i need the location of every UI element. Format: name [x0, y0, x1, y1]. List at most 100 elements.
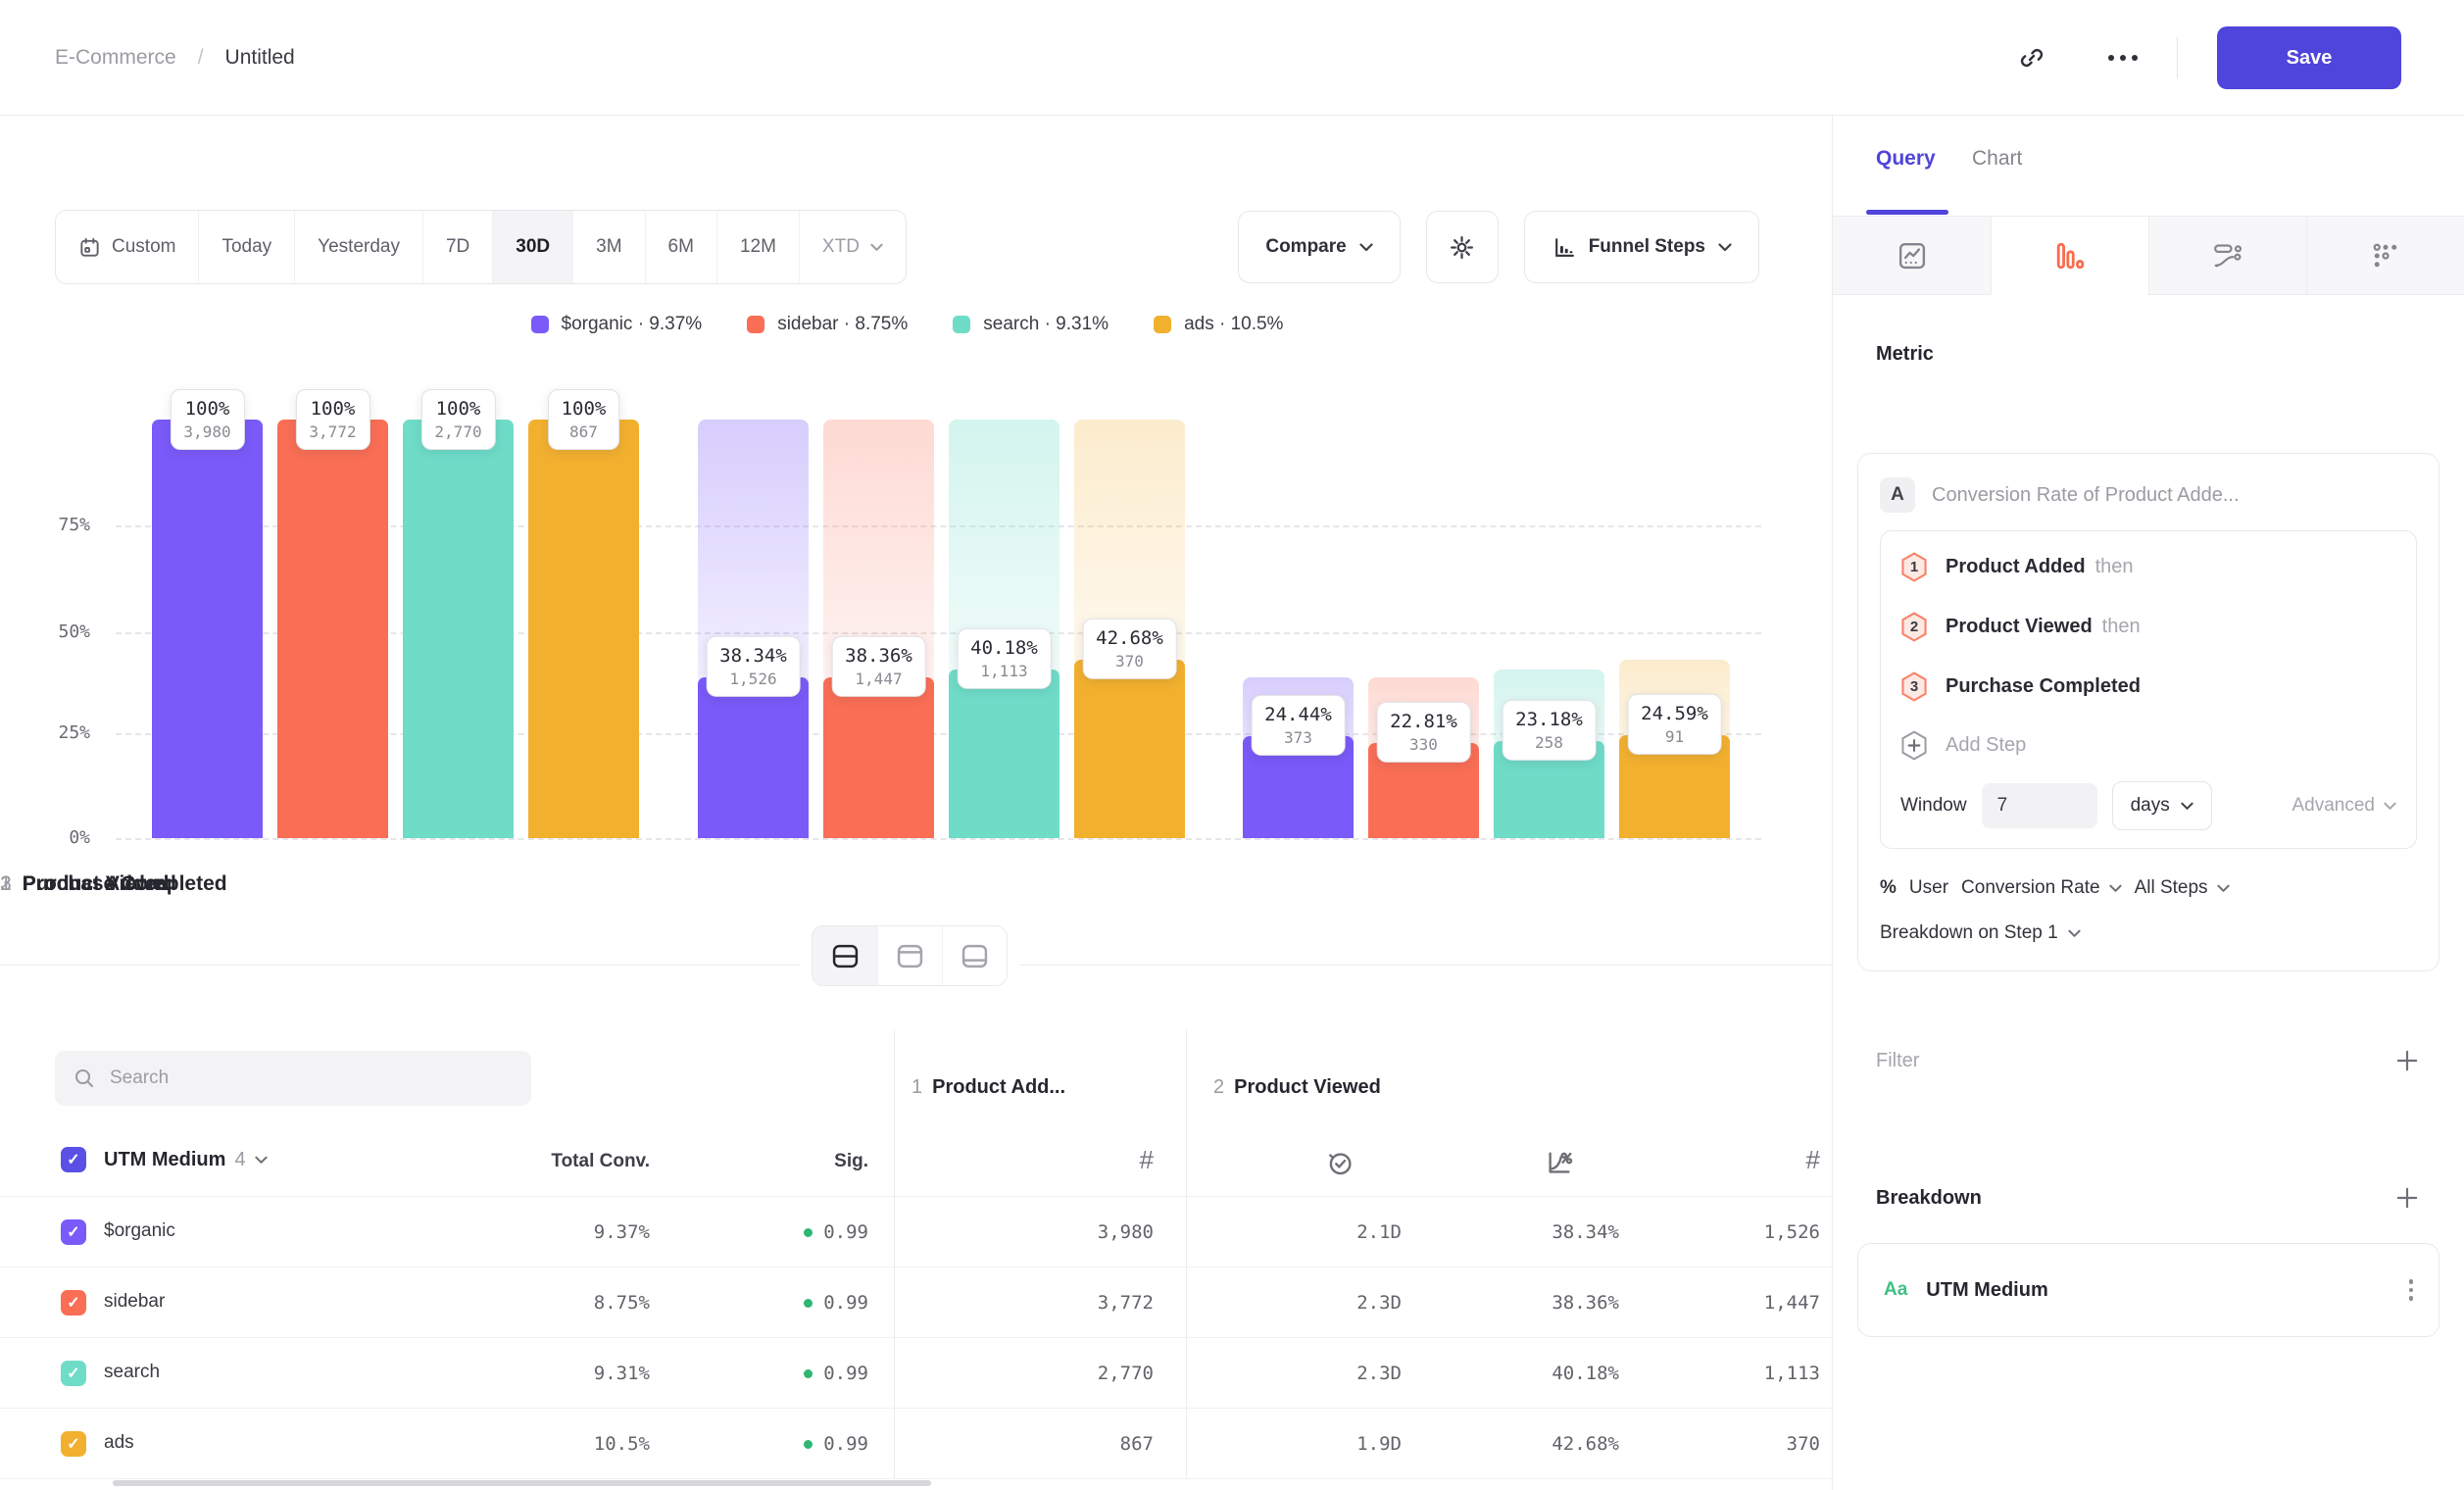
kebab-menu-icon[interactable]	[2409, 1279, 2414, 1301]
step-number: 3	[1900, 671, 1928, 702]
chevron-down-icon	[2217, 884, 2230, 893]
count-column-icon[interactable]: #	[1140, 1145, 1154, 1175]
date-range-today[interactable]: Today	[198, 211, 294, 283]
total-conv-column-header[interactable]: Total Conv.	[551, 1151, 650, 1172]
bar-segment[interactable]	[277, 420, 388, 838]
breakdown-property-card[interactable]: Aa UTM Medium	[1857, 1243, 2439, 1337]
steps-scope-label: All Steps	[2135, 877, 2208, 899]
date-range-6m[interactable]: 6M	[645, 211, 716, 283]
add-breakdown-button[interactable]	[2390, 1180, 2425, 1216]
legend-item[interactable]: sidebar · 8.75%	[747, 314, 908, 335]
query-step-1[interactable]: 1 Product Added then	[1900, 537, 2396, 597]
date-range-7d[interactable]: 7D	[422, 211, 492, 283]
breakdown-on-label: Breakdown on Step 1	[1880, 922, 2058, 944]
counting-method-select[interactable]: User	[1909, 877, 1948, 899]
bar-segment[interactable]	[698, 677, 809, 838]
row-step1-count: 2,770	[1098, 1363, 1154, 1384]
window-value-input[interactable]	[1982, 783, 2097, 828]
breakdown-on-step-select[interactable]: Breakdown on Step 1	[1880, 912, 2417, 955]
bar-segment[interactable]	[152, 420, 263, 838]
tab-query[interactable]: Query	[1876, 147, 1936, 171]
save-button[interactable]: Save	[2217, 26, 2401, 89]
tab-retention[interactable]	[2306, 217, 2464, 295]
search-input[interactable]	[110, 1068, 514, 1089]
horizontal-scrollbar[interactable]	[113, 1480, 931, 1486]
table-row[interactable]: ✓ $organic 9.37% 0.99 3,980 2.1D 38.34% …	[0, 1196, 1832, 1266]
string-type-badge: Aa	[1884, 1279, 1907, 1301]
chart-type-selector[interactable]: Funnel Steps	[1524, 211, 1759, 283]
bar-segment[interactable]	[1074, 660, 1185, 838]
breadcrumb-parent[interactable]: E-Commerce	[55, 46, 176, 70]
sig-value: 0.99	[823, 1292, 868, 1314]
panel-tabs: Query Chart	[1833, 116, 2464, 217]
bar-segment[interactable]	[403, 420, 514, 838]
query-step-3[interactable]: 3 Purchase Completed	[1900, 657, 2396, 717]
layout-split-button[interactable]	[813, 926, 877, 985]
conv-rate-column-icon[interactable]	[1545, 1148, 1574, 1177]
bar-segment[interactable]	[949, 670, 1060, 838]
select-all-checkbox[interactable]: ✓	[61, 1147, 86, 1172]
chart-settings-button[interactable]	[1426, 211, 1499, 283]
row-avg-time: 2.3D	[1356, 1363, 1402, 1384]
date-range-yesterday[interactable]: Yesterday	[294, 211, 422, 283]
legend-item[interactable]: $organic · 9.37%	[531, 314, 703, 335]
table-row[interactable]: ✓ search 9.31% 0.99 2,770 2.3D 40.18% 1,…	[0, 1337, 1832, 1408]
table-header-row: ✓ UTM Medium 4 Total Conv. Sig. #	[0, 1135, 1832, 1196]
add-filter-button[interactable]	[2390, 1043, 2425, 1078]
window-unit-select[interactable]: days	[2112, 781, 2212, 830]
window-unit-label: days	[2131, 795, 2170, 817]
date-range-xtd[interactable]: XTD	[799, 211, 906, 283]
tab-funnels[interactable]	[1991, 217, 2148, 295]
row-checkbox[interactable]: ✓	[61, 1219, 86, 1245]
bar-segment[interactable]	[528, 420, 639, 838]
bar-ads-step1: 100%867	[528, 420, 639, 838]
add-step-label: Add Step	[1946, 734, 2026, 757]
count-column-icon[interactable]: #	[1806, 1145, 1820, 1175]
breadcrumb-current[interactable]: Untitled	[225, 46, 295, 70]
advanced-toggle[interactable]: Advanced	[2292, 795, 2396, 817]
row-total-conv: 8.75%	[594, 1292, 650, 1314]
avg-time-column-icon[interactable]	[1325, 1148, 1355, 1177]
breakdown-column-header[interactable]: UTM Medium 4	[104, 1149, 268, 1171]
bar-count: 1,447	[845, 670, 912, 688]
table-row[interactable]: ✓ sidebar 8.75% 0.99 3,772 2.3D 38.36% 1…	[0, 1266, 1832, 1337]
table-row[interactable]: ✓ ads 10.5% 0.99 867 1.9D 42.68% 370	[0, 1408, 1832, 1478]
chevron-down-icon	[2109, 884, 2122, 893]
tab-flows[interactable]	[2148, 217, 2306, 295]
metric-type-select[interactable]: Conversion Rate	[1961, 877, 2122, 899]
legend-label: sidebar · 8.75%	[777, 314, 908, 335]
sig-column-header[interactable]: Sig.	[834, 1151, 868, 1172]
metric-letter-badge: A	[1880, 477, 1915, 513]
add-step-button[interactable]: Add Step	[1900, 717, 2396, 773]
table-step2-header[interactable]: 2Product Viewed	[1213, 1076, 1381, 1099]
legend-swatch	[1154, 316, 1171, 333]
step-number: 2	[1213, 1076, 1224, 1098]
query-step-2[interactable]: 2 Product Viewed then	[1900, 597, 2396, 657]
table-step1-header[interactable]: 1Product Add...	[912, 1076, 1065, 1099]
metric-summary-row[interactable]: A Conversion Rate of Product Adde...	[1880, 472, 2417, 519]
date-range-12m[interactable]: 12M	[716, 211, 799, 283]
row-avg-time: 1.9D	[1356, 1433, 1402, 1455]
layout-table-only-button[interactable]	[942, 926, 1007, 985]
bar-value-label: 100%867	[548, 389, 620, 450]
date-range-custom[interactable]: Custom	[56, 211, 198, 283]
copy-link-button[interactable]	[2010, 36, 2053, 79]
funnel-steps-editor: 1 Product Added then 2 Product Viewed th…	[1880, 530, 2417, 849]
tab-chart[interactable]: Chart	[1972, 147, 2022, 171]
row-checkbox[interactable]: ✓	[61, 1431, 86, 1457]
steps-scope-select[interactable]: All Steps	[2135, 877, 2230, 899]
breakdown-section: Breakdown	[1876, 1172, 2425, 1223]
more-menu-button[interactable]	[2108, 55, 2138, 61]
date-range-3m[interactable]: 3M	[572, 211, 644, 283]
report-type-tabs	[1833, 217, 2464, 295]
compare-button[interactable]: Compare	[1238, 211, 1400, 283]
row-checkbox[interactable]: ✓	[61, 1361, 86, 1386]
layout-chart-only-button[interactable]	[877, 926, 942, 985]
tab-insights[interactable]	[1833, 217, 1991, 295]
bar-pct: 38.36%	[845, 645, 912, 667]
bar-segment[interactable]	[823, 677, 934, 838]
legend-item[interactable]: search · 9.31%	[953, 314, 1109, 335]
date-range-30d[interactable]: 30D	[492, 211, 572, 283]
row-checkbox[interactable]: ✓	[61, 1290, 86, 1316]
legend-item[interactable]: ads · 10.5%	[1154, 314, 1283, 335]
